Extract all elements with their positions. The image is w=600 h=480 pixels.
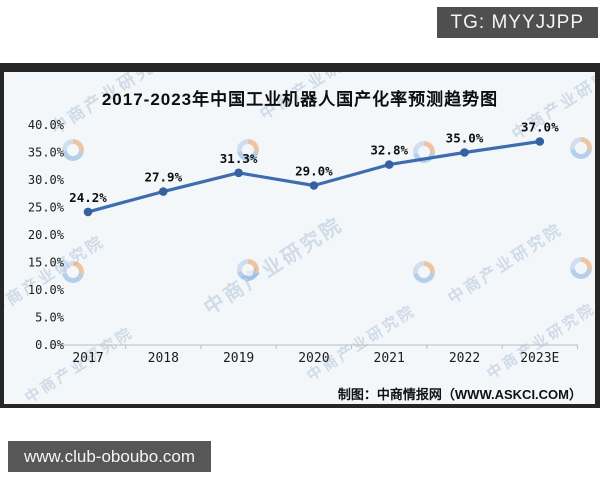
chart-image-frame: [0, 63, 600, 408]
data-point-label: 31.3%: [220, 151, 258, 166]
data-point-marker: [83, 207, 93, 217]
data-point-label: 37.0%: [521, 120, 559, 135]
data-point-label: 35.0%: [446, 131, 484, 146]
y-tick-label: 40.0%: [28, 118, 65, 132]
telegram-handle-text: TG: MYYJJPP: [450, 11, 584, 33]
askci-logo-icon: [570, 257, 592, 279]
askci-logo-icon: [62, 139, 84, 161]
askci-logo-icon: [413, 261, 435, 283]
y-tick-label: 30.0%: [28, 173, 65, 187]
x-tick-label: 2020: [298, 351, 329, 366]
data-point-label: 27.9%: [144, 170, 182, 185]
x-tick-label: 2023E: [520, 351, 559, 366]
data-point-label: 24.2%: [69, 190, 107, 205]
chart-title: 2017-2023年中国工业机器人国产化率预测趋势图: [101, 90, 499, 109]
data-point-marker: [460, 148, 469, 157]
x-tick-label: 2017: [72, 351, 103, 366]
x-tick-label: 2021: [374, 351, 405, 366]
y-tick-label: 0.0%: [35, 338, 65, 352]
data-point-marker: [159, 187, 168, 196]
telegram-handle-badge: TG: MYYJJPP: [436, 7, 598, 38]
data-point-marker: [234, 168, 243, 178]
askci-logo-icon: [237, 259, 259, 281]
data-point-label: 29.0%: [295, 164, 333, 179]
y-tick-label: 20.0%: [28, 228, 65, 242]
data-point-marker: [309, 181, 319, 190]
askci-logo-icon: [237, 139, 259, 161]
y-tick-label: 35.0%: [28, 146, 65, 160]
data-point-marker: [384, 160, 394, 169]
x-tick-label: 2022: [449, 351, 480, 366]
data-point-marker: [535, 137, 545, 146]
x-tick-label: 2018: [148, 351, 179, 366]
website-url-text: www.club-oboubo.com: [24, 446, 196, 466]
website-url-badge: www.club-oboubo.com: [8, 441, 212, 472]
y-tick-label: 15.0%: [28, 256, 65, 270]
askci-logo-icon: [62, 261, 84, 283]
trend-line-chart: 0.0% 5.0% 10.0% 15.0% 20.0% 25.0% 30.0% 35.0% 40…: [28, 118, 578, 366]
askci-logo-icon: [570, 137, 592, 159]
y-tick-label: 10.0%: [28, 283, 65, 297]
x-tick-label: 2019: [223, 351, 254, 366]
y-tick-label: 25.0%: [28, 201, 65, 215]
y-tick-label: 5.0%: [35, 311, 65, 325]
data-point-label: 32.8%: [370, 143, 408, 158]
chart-credit: 制图：中商情报网（WWW.ASKCI.COM）: [337, 387, 582, 402]
